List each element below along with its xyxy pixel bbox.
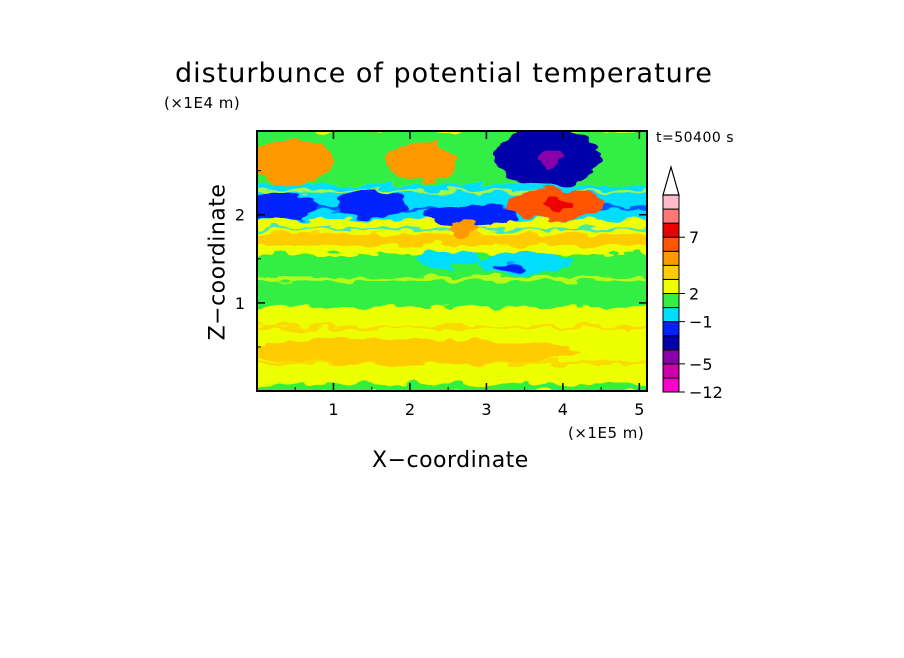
colorbar-swatch (662, 236, 680, 252)
x-tick-label: 5 (634, 400, 644, 419)
colorbar-label: −5 (689, 355, 713, 374)
contour-feature (425, 204, 517, 226)
x-tick-label: 1 (328, 400, 338, 419)
contour-feature (539, 148, 563, 167)
y-axis: 12 (235, 170, 647, 348)
colorbar-swatch (662, 307, 680, 323)
x-tick-label: 4 (558, 400, 568, 419)
x-tick-label: 2 (405, 400, 415, 419)
contour-streak (257, 276, 647, 281)
colorbar-swatch (662, 363, 680, 379)
y-axis-label: Z−coordinate (205, 183, 231, 341)
colorbar-extend-arrow (662, 164, 680, 196)
y-tick-label: 2 (235, 206, 245, 225)
x-axis: 1 2 3 4 5 (294, 131, 644, 419)
y-tick-label: 1 (235, 294, 245, 313)
colorbar-swatch (662, 208, 680, 224)
x-axis-multiplier: (×1E5 m) (568, 424, 645, 442)
colorbar-swatch (662, 194, 680, 210)
contour-feature (417, 249, 479, 268)
x-tick-label: 3 (481, 400, 491, 419)
contour-feature (387, 142, 456, 182)
contour-band (257, 383, 647, 391)
colorbar: −12−5−127 (662, 164, 723, 402)
colorbar-swatch (662, 335, 680, 351)
colorbar-swatch (662, 250, 680, 266)
contour-feature (494, 263, 525, 273)
colorbar-swatch (662, 321, 680, 337)
contour-feature (257, 338, 579, 365)
colorbar-swatch (662, 222, 680, 238)
colorbar-swatch (662, 293, 680, 309)
x-axis-label: X−coordinate (372, 448, 529, 473)
colorbar-swatch (662, 264, 680, 280)
time-label: t=50400 s (656, 130, 734, 146)
colorbar-label: −1 (689, 313, 713, 332)
plot-frame (256, 130, 648, 392)
contour-streak (257, 325, 647, 330)
contour-feature (257, 139, 334, 184)
colorbar-label: −12 (689, 383, 723, 402)
chart-title: disturbunce of potential temperature (175, 58, 713, 89)
contour-feature (257, 192, 319, 220)
colorbar-swatch (662, 349, 680, 365)
colorbar-swatch (662, 278, 680, 294)
contour-feature (448, 219, 479, 237)
colorbar-label: 7 (689, 228, 699, 247)
colorbar-label: 2 (689, 285, 699, 304)
contour-band (257, 234, 647, 246)
contour-field (257, 131, 647, 391)
y-axis-multiplier: (×1E4 m) (164, 94, 241, 112)
contour-feature (337, 190, 407, 218)
contour-feature (543, 197, 575, 211)
contour-streak (257, 190, 647, 193)
colorbar-swatch (662, 377, 680, 393)
contour-feature (478, 251, 571, 275)
